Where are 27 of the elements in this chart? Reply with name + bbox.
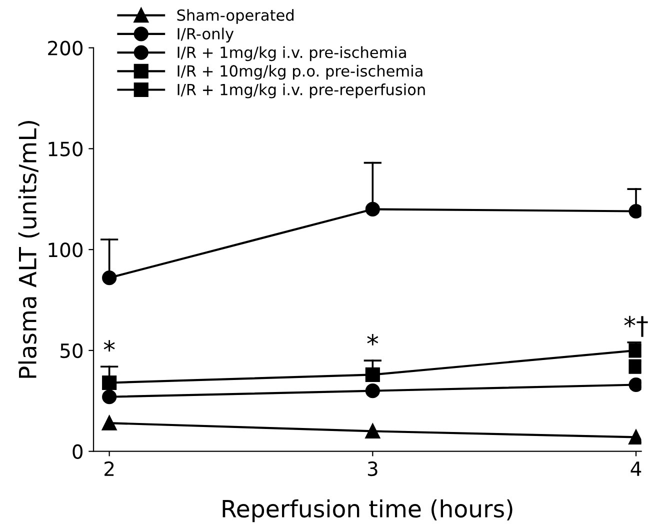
point: [102, 375, 117, 390]
legend-label: I/R + 1mg/kg i.v. pre-ischemia: [178, 46, 406, 62]
x-axis-title: Reperfusion time (hours): [222, 499, 512, 522]
annotation: *: [367, 334, 378, 346]
x-tick-label: 2: [104, 461, 114, 476]
point: [102, 270, 117, 286]
point: [365, 384, 380, 398]
point: [628, 359, 642, 374]
point: [102, 416, 117, 430]
x-tick-label: 4: [630, 462, 642, 476]
point: [365, 202, 380, 217]
legend-label: I/R + 10mg/kg p.o. pre-ischemia: [178, 64, 422, 80]
legend-label: I/R-only: [178, 28, 234, 42]
point: [365, 424, 380, 438]
annotation: *: [104, 340, 115, 352]
y-axis-title: Plasma ALT (units/mL): [18, 121, 40, 378]
x-tick-label: 3: [368, 461, 378, 476]
y-tick-label: 200: [48, 40, 83, 56]
legend-label: I/R + 1mg/kg i.v. pre-reperfusion: [178, 84, 425, 98]
y-tick-label: 150: [48, 142, 83, 156]
y-tick-label: 0: [72, 444, 83, 460]
point: [102, 390, 117, 404]
point: [365, 367, 380, 382]
legend-label: Sham-operated: [177, 9, 294, 24]
annotation: *†: [624, 316, 648, 337]
y-tick-label: 50: [60, 343, 83, 358]
y-tick-label: 100: [48, 242, 83, 258]
